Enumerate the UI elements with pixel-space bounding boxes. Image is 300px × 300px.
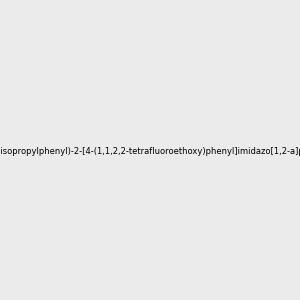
Text: 6-chloro-N-(4-isopropylphenyl)-2-[4-(1,1,2,2-tetrafluoroethoxy)phenyl]imidazo[1,: 6-chloro-N-(4-isopropylphenyl)-2-[4-(1,1… <box>0 147 300 156</box>
